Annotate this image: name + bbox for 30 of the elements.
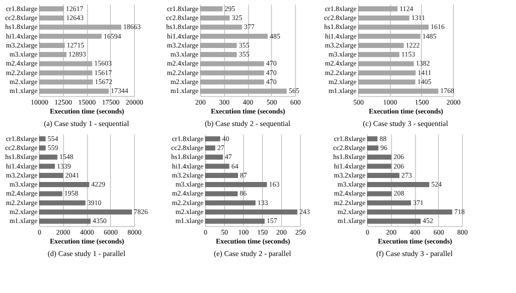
bar [367, 191, 392, 196]
bar [39, 218, 91, 224]
bar [205, 136, 220, 142]
bar [367, 218, 421, 224]
bar [205, 145, 216, 150]
bar [205, 218, 265, 224]
bar [367, 182, 430, 188]
bar [205, 164, 230, 169]
bar [205, 191, 238, 196]
bar [205, 182, 267, 188]
bar [39, 154, 58, 160]
bar [205, 172, 238, 178]
bar [367, 172, 400, 178]
bar [39, 172, 64, 178]
bar [39, 164, 55, 169]
bar [39, 145, 46, 150]
bar [205, 154, 223, 160]
bar [367, 136, 378, 142]
bar [39, 210, 132, 215]
bar [367, 154, 392, 160]
bar [39, 136, 46, 142]
bar [39, 200, 86, 206]
bar [205, 210, 298, 215]
bar [205, 200, 256, 206]
bar [39, 182, 90, 188]
bar [367, 145, 378, 150]
bar [367, 200, 412, 206]
bar [367, 164, 392, 169]
bar [39, 191, 62, 196]
bar [367, 210, 452, 215]
